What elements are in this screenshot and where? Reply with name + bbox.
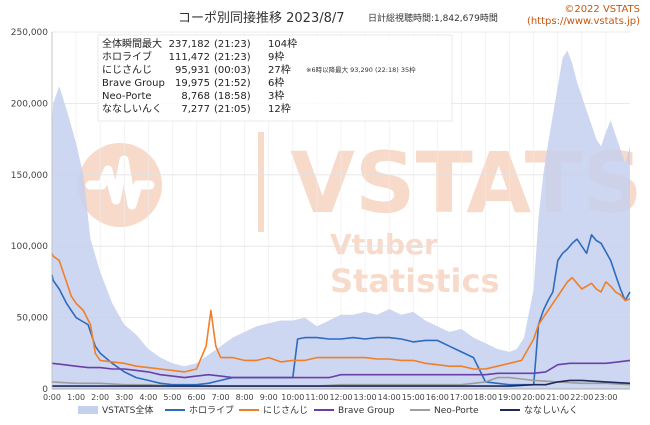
x-tick-label: 6:00 [188, 393, 206, 402]
stats-row-time: (21:52) [214, 78, 251, 89]
x-tick-label: 15:00 [402, 393, 425, 402]
y-tick-label: 150,000 [11, 171, 48, 181]
stats-row-frames: 104枠 [268, 37, 297, 50]
watermark-line1: Vtuber [330, 228, 438, 261]
axes: 0 50,000 100,000 150,000 200,000 250,000 0:00 1… [11, 28, 630, 402]
stats-row-time: (00:03) [214, 65, 251, 76]
stats-row-value: 7,277 [181, 104, 210, 115]
series-2-line [51, 252, 631, 373]
legend-label: ななしいんく [524, 405, 578, 416]
stats-row-name: ホロライブ [102, 50, 152, 63]
legend: VSTATS全体 ホロライブ にじさんじ Brave Group Neo-Porte なな… [78, 404, 578, 416]
x-tick-label: 16:00 [426, 393, 449, 402]
source-url: (https://www.vstats.jp) [527, 16, 640, 27]
y-tick-label: 50,000 [17, 314, 49, 324]
legend-label: にじさんじ [263, 405, 308, 416]
x-tick-label: 23:00 [594, 393, 617, 402]
watermark-divider [258, 132, 264, 232]
stats-row-name: Brave Group [102, 78, 165, 89]
x-tick-label: 19:00 [498, 393, 521, 402]
y-tick-label: 100,000 [11, 242, 48, 252]
total-watch-time: 日計総視聴時間:1,842,679時間 [368, 12, 498, 24]
stats-row-time: (21:23) [214, 39, 251, 50]
x-tick-label: 21:00 [546, 393, 569, 402]
series-1-line [51, 234, 631, 386]
stats-row-name: Neo-Porte [102, 91, 152, 102]
legend-label: ホロライブ [189, 404, 234, 416]
series-vstats0-area [52, 50, 630, 389]
series-5-line [52, 379, 631, 387]
y-tick-label: 250,000 [11, 28, 48, 38]
stats-row-name: にじさんじ [102, 64, 152, 76]
stats-row-name: 全体瞬間最大 [102, 37, 162, 50]
x-tick-label: 22:00 [570, 393, 593, 402]
x-tick-label: 7:00 [212, 393, 230, 402]
legend-label: Neo-Porte [434, 406, 479, 416]
x-tick-label: 18:00 [474, 393, 497, 402]
x-tick-label: 5:00 [163, 393, 181, 402]
x-tick-label: 11:00 [305, 393, 328, 402]
stats-row-frames: 12枠 [268, 102, 291, 115]
x-tick-label: 9:00 [260, 393, 278, 402]
stats-row-value: 95,931 [175, 65, 210, 76]
x-tick-label: 8:00 [236, 393, 254, 402]
x-tick-label: 0:00 [43, 393, 61, 402]
x-tick-label: 12:00 [329, 393, 352, 402]
stats-row-value: 237,182 [169, 39, 210, 50]
series-layer [51, 50, 631, 389]
chart-title: コーポ別同接推移 2023/8/7 [178, 10, 345, 26]
stats-row-time: (21:23) [214, 52, 251, 63]
stats-row-frames: 3枠 [268, 89, 284, 102]
stats-row-frames: 6枠 [268, 76, 284, 89]
stats-row-frames: 9枠 [268, 50, 284, 63]
stats-row-value: 19,975 [175, 78, 210, 89]
stats-row-frames: 27枠 [268, 63, 291, 76]
series-brave-group3-line [51, 359, 631, 379]
pulse-icon [85, 155, 155, 210]
stats-note: ※6時以降最大 93,290 (22:18) 35枠 [306, 65, 416, 74]
x-tick-label: 2:00 [91, 393, 109, 402]
stats-row-time: (21:05) [214, 104, 251, 115]
stats-row-value: 111,472 [169, 52, 210, 63]
x-tick-label: 1:00 [67, 393, 85, 402]
x-tick-label: 14:00 [378, 393, 401, 402]
watermark-line2: Statistics [330, 262, 500, 300]
x-tick-label: 13:00 [354, 393, 377, 402]
x-tick-label: 10:00 [281, 393, 304, 402]
x-tick-label: 17:00 [450, 393, 473, 402]
watermark-logo-icon [78, 143, 162, 227]
stats-row-value: 8,768 [181, 91, 210, 102]
y-tick-label: 200,000 [11, 99, 48, 109]
x-tick-label: 20:00 [522, 393, 545, 402]
x-tick-label: 4:00 [139, 393, 157, 402]
copyright: ©2022 VSTATS [564, 4, 640, 15]
legend-label: Brave Group [338, 406, 395, 416]
legend-swatch [78, 406, 98, 414]
x-tick-label: 3:00 [115, 393, 133, 402]
stats-row-name: ななしいんく [102, 103, 162, 115]
stats-row-time: (18:58) [214, 91, 251, 102]
y-tick-label: 0 [42, 385, 48, 395]
stats-table-bg [97, 34, 453, 122]
legend-label: VSTATS全体 [102, 404, 153, 416]
